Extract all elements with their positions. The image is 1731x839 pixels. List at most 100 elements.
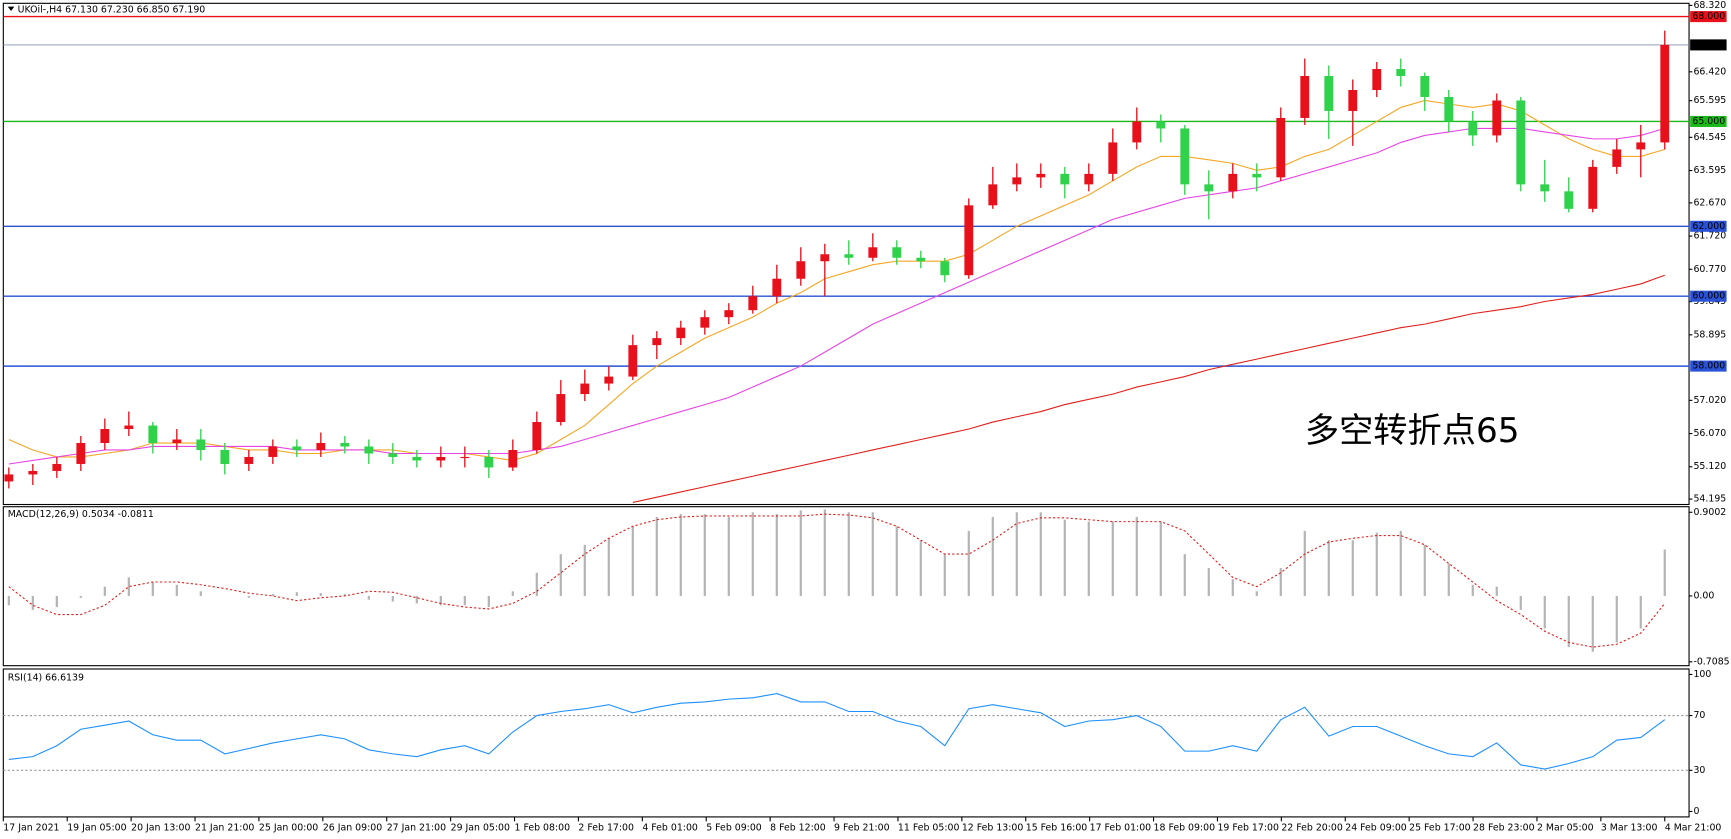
- macd-bar: [1399, 530, 1402, 596]
- macd-bar: [1519, 595, 1522, 610]
- macd-bar: [631, 526, 634, 596]
- y-tick-label: 58.895: [1693, 329, 1726, 340]
- candle-body: [1492, 100, 1502, 136]
- macd-bar: [1567, 595, 1570, 648]
- candle-body: [268, 446, 278, 457]
- candle-body: [1348, 89, 1358, 111]
- candle-body: [988, 184, 998, 206]
- y-tick-label: -0.7085: [1693, 656, 1729, 667]
- rsi-line: [8, 693, 1666, 770]
- x-tick-label: 25 Jan 00:00: [259, 822, 318, 833]
- candle-body: [460, 456, 470, 459]
- macd-bar: [1279, 568, 1282, 596]
- macd-bar: [727, 516, 730, 596]
- candle-body: [916, 257, 926, 262]
- candle-body: [364, 446, 374, 454]
- macd-bar: [151, 582, 154, 596]
- y-tick-label: 55.120: [1693, 461, 1726, 472]
- macd-bar: [1351, 540, 1354, 596]
- candle-body: [1660, 44, 1670, 143]
- candle-body: [1252, 173, 1262, 178]
- y-tick-label: 56.070: [1693, 428, 1726, 439]
- candle-body: [580, 383, 590, 395]
- candle-body: [508, 449, 518, 468]
- candle-body: [1060, 173, 1070, 185]
- rsi-panel: [2, 668, 1690, 818]
- y-tick-label: 30: [1693, 765, 1705, 776]
- macd-bar: [1375, 532, 1378, 596]
- macd-bar: [1135, 516, 1138, 596]
- candle-body: [1444, 96, 1454, 122]
- y-tick-label: 63.595: [1693, 165, 1726, 176]
- x-tick-label: 20 Jan 13:00: [131, 822, 190, 833]
- candle-body: [172, 439, 182, 443]
- y-tick-label: 0.9002: [1693, 507, 1726, 518]
- candle-body: [1396, 69, 1406, 77]
- x-tick-label: 24 Feb 09:00: [1345, 822, 1407, 833]
- x-tick-label: 2 Mar 05:00: [1537, 822, 1594, 833]
- macd-bar: [1207, 568, 1210, 596]
- candle-body: [820, 254, 830, 262]
- macd-bar: [319, 593, 322, 596]
- level-label-bg: [1690, 290, 1727, 302]
- macd-bar: [199, 591, 202, 596]
- y-tick-label: 60.770: [1693, 264, 1726, 275]
- x-tick-label: 17 Jan 2021: [3, 822, 59, 833]
- candle-body: [940, 261, 950, 276]
- macd-bar: [535, 572, 538, 596]
- annotation: 多空转折点65: [1305, 411, 1520, 451]
- candle-body: [1372, 69, 1382, 90]
- macd-bar: [79, 595, 82, 598]
- level-label-bg: [1690, 220, 1727, 232]
- x-tick-label: 15 Feb 16:00: [1026, 822, 1088, 833]
- y-tick-label: 61.720: [1693, 231, 1726, 242]
- x-tick-label: 22 Feb 20:00: [1281, 822, 1343, 833]
- candle-body: [100, 429, 110, 443]
- x-tick-label: 5 Feb 09:00: [706, 822, 762, 833]
- x-tick-label: 25 Feb 17:00: [1409, 822, 1471, 833]
- macd-bar: [1327, 540, 1330, 596]
- x-tick-label: 21 Jan 21:00: [195, 822, 254, 833]
- candle-body: [1036, 173, 1046, 178]
- y-tick-label: 54.195: [1693, 494, 1726, 505]
- candle-body: [1636, 142, 1646, 150]
- candle-body: [724, 310, 734, 318]
- candle-body: [628, 345, 638, 377]
- macd-bar: [1591, 595, 1594, 652]
- macd-bar: [175, 584, 178, 596]
- candle-body: [772, 278, 782, 297]
- candle-body: [748, 296, 758, 311]
- candle-body: [1612, 149, 1622, 167]
- x-tick-label: 28 Feb 23:00: [1473, 822, 1535, 833]
- macd-bar: [655, 516, 658, 596]
- candle-body: [868, 247, 878, 258]
- candle-body: [412, 456, 422, 461]
- candle-body: [1108, 142, 1118, 174]
- moving-average: [8, 127, 1665, 465]
- macd-bar: [1231, 579, 1234, 596]
- macd-bar: [1039, 512, 1042, 596]
- candle-body: [124, 425, 134, 430]
- candle-body: [844, 254, 854, 258]
- candle-body: [1132, 121, 1142, 143]
- macd-bar: [343, 594, 346, 596]
- y-tick-label: 0: [1693, 806, 1699, 817]
- macd-bar: [7, 595, 10, 606]
- macd-bar: [703, 514, 706, 596]
- x-tick-label: 29 Jan 05:00: [451, 822, 510, 833]
- level-label-bg: [1690, 115, 1727, 127]
- macd-bar: [367, 595, 370, 600]
- current-price-label: 67.190: [1692, 39, 1725, 50]
- candle-body: [340, 442, 350, 447]
- candle-body: [76, 442, 86, 464]
- macd-bar: [607, 538, 610, 596]
- macd-bar: [679, 514, 682, 596]
- macd-bar: [1543, 595, 1546, 629]
- y-tick-label: 66.420: [1693, 66, 1726, 77]
- y-tick-label: 57.020: [1693, 395, 1726, 406]
- main-panel: [2, 2, 1690, 506]
- candle-body: [148, 425, 158, 443]
- macd-bar: [271, 594, 274, 596]
- x-tick-label: 9 Feb 21:00: [834, 822, 890, 833]
- candle-body: [196, 439, 206, 450]
